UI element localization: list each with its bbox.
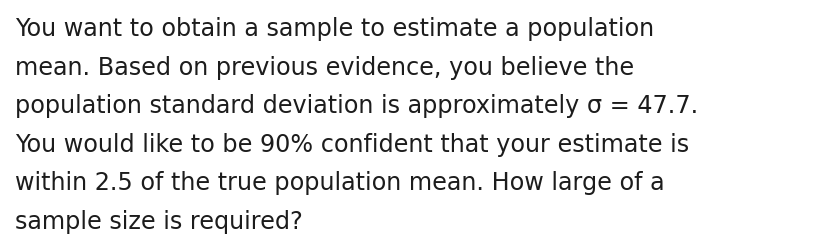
- Text: sample size is required?: sample size is required?: [15, 210, 303, 234]
- Text: You want to obtain a sample to estimate a population: You want to obtain a sample to estimate …: [15, 17, 653, 41]
- Text: within 2.5 of the true population mean. How large of a: within 2.5 of the true population mean. …: [15, 171, 664, 195]
- Text: You would like to be 90% confident that your estimate is: You would like to be 90% confident that …: [15, 133, 688, 157]
- Text: population standard deviation is approximately σ = 47.7.: population standard deviation is approxi…: [15, 94, 697, 118]
- Text: mean. Based on previous evidence, you believe the: mean. Based on previous evidence, you be…: [15, 56, 633, 80]
